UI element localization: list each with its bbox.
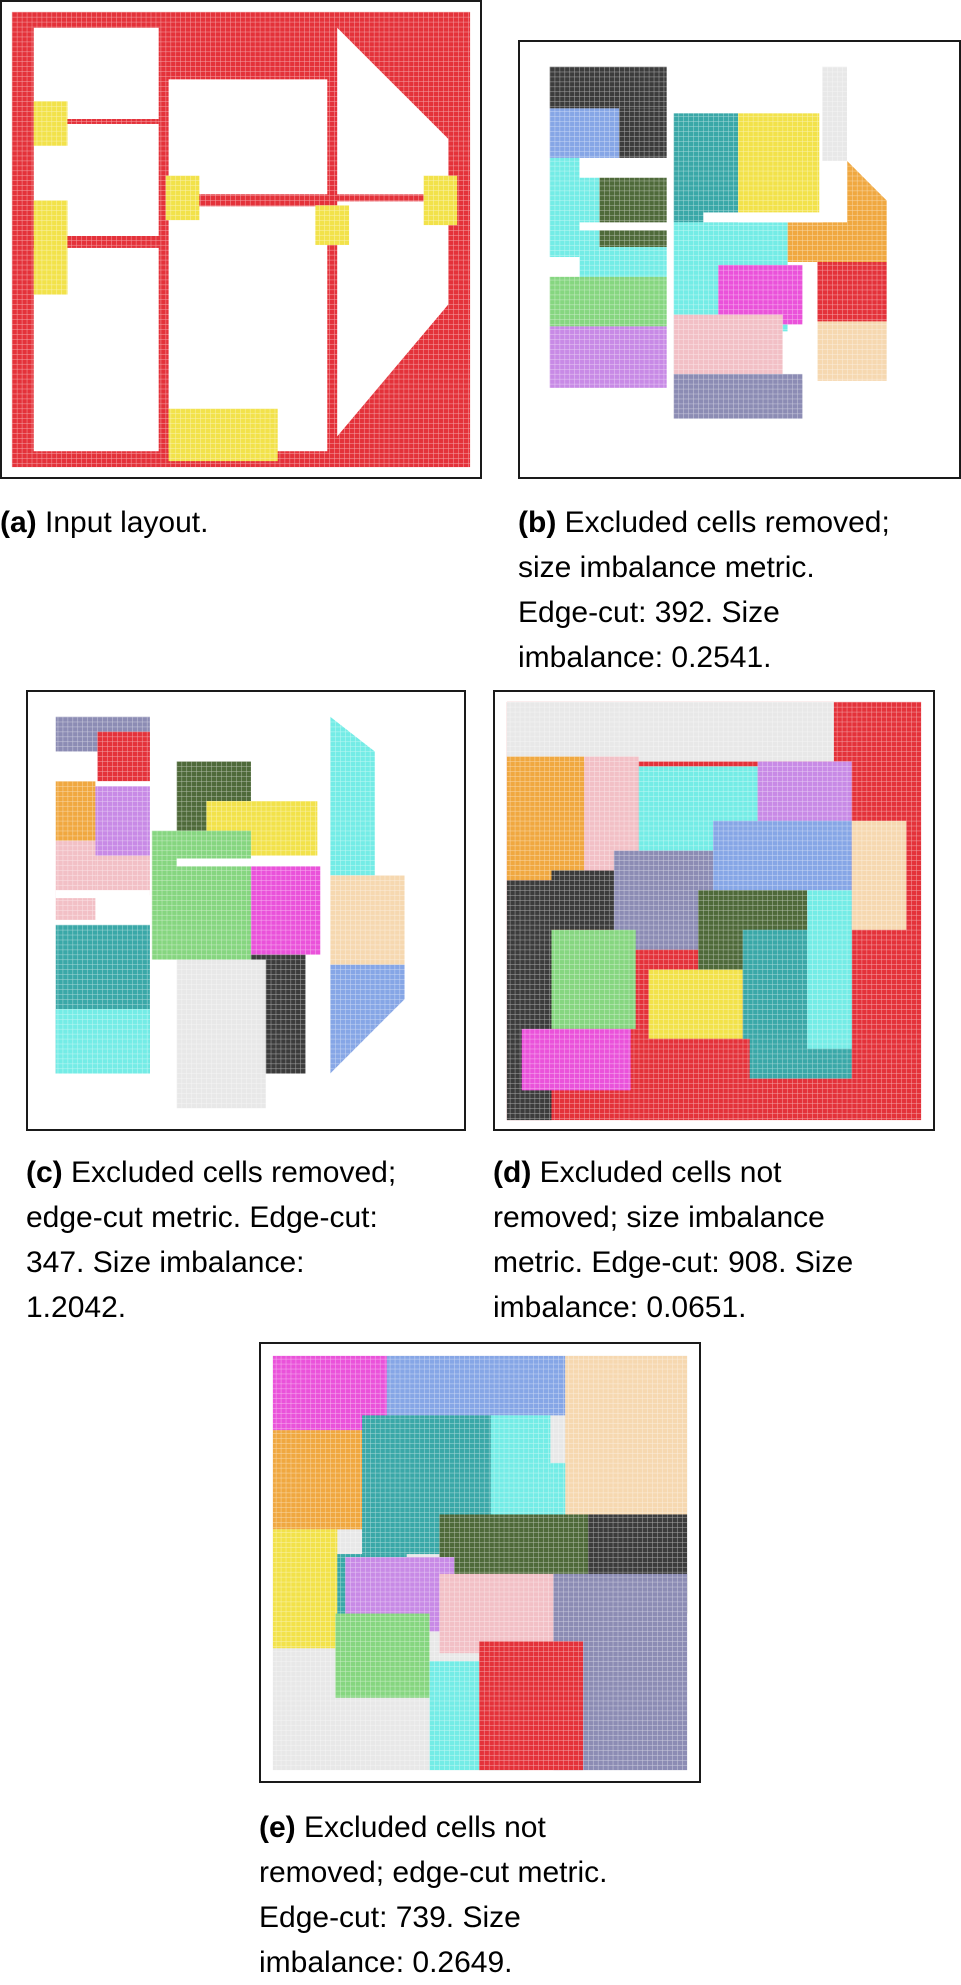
caption-c-line-1: Excluded cells removed; [71, 1156, 397, 1189]
partition-b-graphic [549, 66, 887, 419]
caption-d-line-3: metric. Edge-cut: 908. Size [493, 1246, 854, 1279]
caption-d: (d) Excluded cells not removed; size imb… [493, 1150, 853, 1330]
caption-b-line-2: size imbalance metric. [518, 551, 815, 584]
partition-c-graphic [55, 716, 408, 1109]
caption-d-line-2: removed; size imbalance [493, 1201, 825, 1234]
panel-c-partition [26, 690, 466, 1131]
caption-d-label: (d) [493, 1156, 532, 1189]
caption-b: (b) Excluded cells removed; size imbalan… [518, 500, 890, 680]
caption-e-line-2: removed; edge-cut metric. [259, 1856, 608, 1889]
caption-e-line-1: Excluded cells not [304, 1811, 546, 1844]
caption-d-line-4: imbalance: 0.0651. [493, 1291, 747, 1324]
panel-b-partition [518, 40, 961, 479]
caption-b-line-1: Excluded cells removed; [564, 506, 890, 539]
caption-e-line-3: Edge-cut: 739. Size [259, 1901, 521, 1934]
caption-c: (c) Excluded cells removed; edge-cut met… [26, 1150, 396, 1330]
caption-a-text: Input layout. [45, 506, 209, 539]
panel-d-partition [493, 690, 935, 1131]
panel-e-partition [259, 1342, 701, 1783]
caption-a-label: (a) [0, 506, 37, 539]
caption-c-line-4: 1.2042. [26, 1291, 127, 1324]
caption-b-line-3: Edge-cut: 392. Size [518, 596, 780, 629]
caption-b-line-4: imbalance: 0.2541. [518, 641, 772, 674]
caption-c-line-3: 347. Size imbalance: [26, 1246, 305, 1279]
layout-a-graphic [11, 11, 471, 468]
caption-e-label: (e) [259, 1811, 296, 1844]
caption-c-line-2: edge-cut metric. Edge-cut: [26, 1201, 378, 1234]
caption-c-label: (c) [26, 1156, 63, 1189]
caption-a: (a) Input layout. [0, 500, 208, 545]
partition-e-graphic [272, 1355, 688, 1771]
caption-b-label: (b) [518, 506, 557, 539]
partition-d-graphic [506, 701, 922, 1121]
caption-d-line-1: Excluded cells not [539, 1156, 782, 1189]
caption-e: (e) Excluded cells not removed; edge-cut… [259, 1805, 607, 1985]
caption-e-line-4: imbalance: 0.2649. [259, 1946, 513, 1979]
panel-a-input-layout [0, 0, 482, 479]
